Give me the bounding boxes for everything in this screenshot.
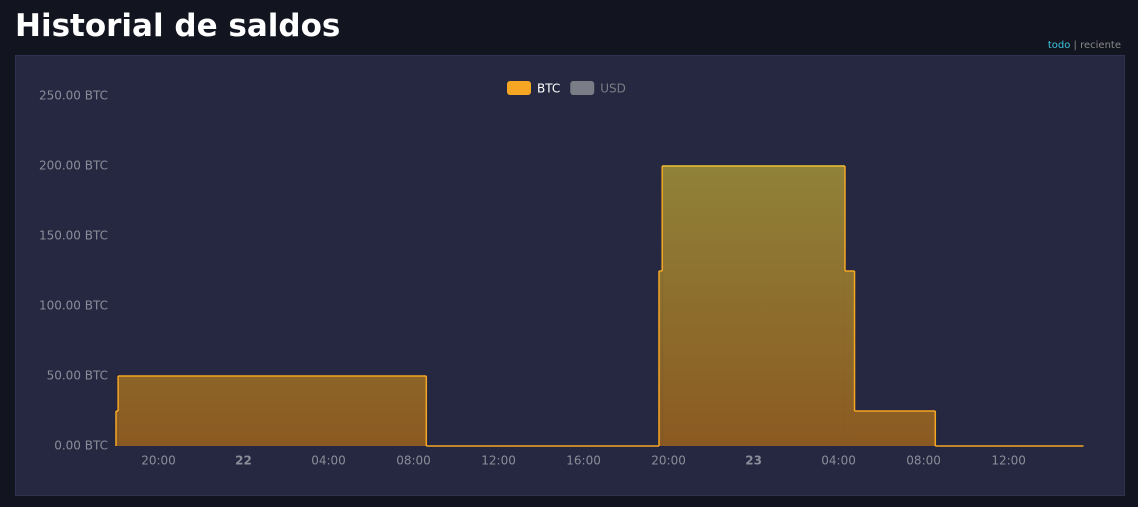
y-tick-label: 100.00 BTC — [39, 299, 108, 313]
y-tick-label: 250.00 BTC — [39, 89, 108, 103]
area-step — [662, 166, 845, 446]
y-tick-label: 200.00 BTC — [39, 159, 108, 173]
x-tick-label: 08:00 — [396, 454, 431, 468]
x-tick-label: 04:00 — [311, 454, 346, 468]
area-step — [854, 411, 936, 446]
range-links: todo | reciente — [1048, 40, 1121, 51]
x-tick-label: 12:00 — [991, 454, 1026, 468]
y-tick-label: 0.00 BTC — [54, 439, 108, 453]
x-tick-label: 08:00 — [906, 454, 941, 468]
x-tick-label: 16:00 — [566, 454, 601, 468]
x-tick-label: 22 — [235, 454, 252, 468]
y-tick-label: 50.00 BTC — [47, 369, 108, 383]
link-recent[interactable]: reciente — [1080, 40, 1121, 51]
x-tick-label: 20:00 — [651, 454, 686, 468]
legend-swatch — [570, 81, 595, 95]
area-step — [118, 376, 427, 446]
x-tick-label: 23 — [745, 454, 762, 468]
legend-swatch — [507, 81, 531, 95]
x-tick-label: 20:00 — [141, 454, 176, 468]
x-tick-label: 12:00 — [481, 454, 516, 468]
link-all[interactable]: todo — [1047, 40, 1071, 51]
separator: | — [1073, 40, 1077, 51]
legend-label: USD — [600, 82, 626, 96]
area-step — [659, 271, 663, 446]
x-tick-label: 04:00 — [821, 454, 856, 468]
area-step — [116, 411, 119, 446]
page-title: Historial de saldos — [15, 8, 341, 44]
area-step — [844, 271, 855, 446]
legend-label: BTC — [537, 82, 560, 96]
y-tick-label: 150.00 BTC — [39, 229, 108, 243]
